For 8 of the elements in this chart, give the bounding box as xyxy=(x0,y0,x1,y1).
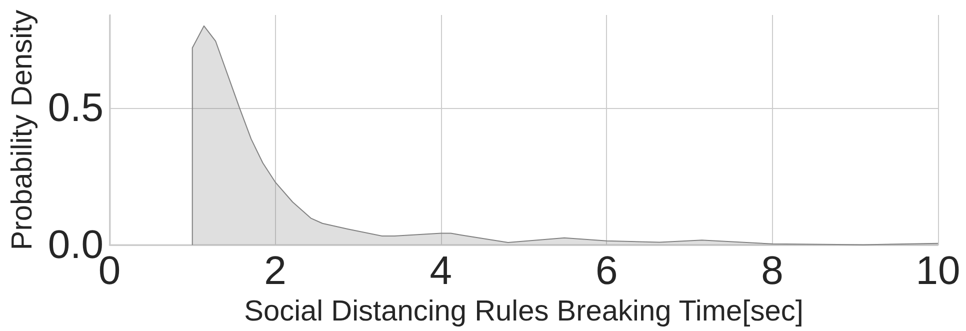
x-tick-label: 6 xyxy=(595,249,618,293)
x-tick-label: 2 xyxy=(264,249,286,293)
x-axis-title: Social Distancing Rules Breaking Time[sec] xyxy=(244,296,804,328)
x-tick-label: 10 xyxy=(916,249,960,293)
y-axis-title: Probability Density xyxy=(6,9,38,250)
x-tick-label: 4 xyxy=(430,249,452,293)
y-tick-label: 0.5 xyxy=(48,86,104,130)
x-tick-label: 8 xyxy=(761,249,784,293)
